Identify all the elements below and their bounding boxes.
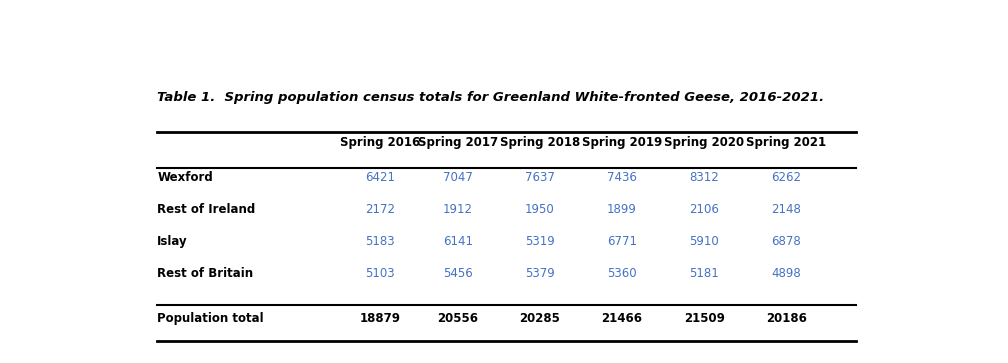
Text: 6878: 6878 <box>771 235 801 248</box>
Text: Spring 2020: Spring 2020 <box>664 136 744 149</box>
Text: 1950: 1950 <box>525 203 555 216</box>
Text: Spring 2016: Spring 2016 <box>340 136 420 149</box>
Text: 2148: 2148 <box>771 203 801 216</box>
Text: 7436: 7436 <box>607 171 637 184</box>
Text: 2172: 2172 <box>365 203 395 216</box>
Text: Wexford: Wexford <box>157 171 213 184</box>
Text: 20285: 20285 <box>519 312 560 325</box>
Text: 5103: 5103 <box>365 267 395 280</box>
Text: Rest of Britain: Rest of Britain <box>157 267 253 280</box>
Text: 5456: 5456 <box>444 267 473 280</box>
Text: 21509: 21509 <box>683 312 725 325</box>
Text: 7637: 7637 <box>525 171 555 184</box>
Text: 8312: 8312 <box>689 171 719 184</box>
Text: 5319: 5319 <box>525 235 555 248</box>
Text: Table 1.  Spring population census totals for Greenland White-fronted Geese, 201: Table 1. Spring population census totals… <box>157 91 825 104</box>
Text: Islay: Islay <box>157 235 187 248</box>
Text: 1899: 1899 <box>607 203 637 216</box>
Text: Population total: Population total <box>157 312 264 325</box>
Text: 6141: 6141 <box>443 235 473 248</box>
Text: 2106: 2106 <box>689 203 719 216</box>
Text: 20186: 20186 <box>766 312 806 325</box>
Text: 20556: 20556 <box>437 312 479 325</box>
Text: 5379: 5379 <box>525 267 555 280</box>
Text: 6421: 6421 <box>365 171 395 184</box>
Text: 5183: 5183 <box>365 235 395 248</box>
Text: 4898: 4898 <box>771 267 801 280</box>
Text: Spring 2021: Spring 2021 <box>746 136 827 149</box>
Text: 1912: 1912 <box>443 203 473 216</box>
Text: 5360: 5360 <box>607 267 637 280</box>
Text: Spring 2019: Spring 2019 <box>582 136 662 149</box>
Text: Spring 2018: Spring 2018 <box>500 136 581 149</box>
Text: 18879: 18879 <box>360 312 400 325</box>
Text: 6262: 6262 <box>771 171 801 184</box>
Text: Rest of Ireland: Rest of Ireland <box>157 203 255 216</box>
Text: 5181: 5181 <box>689 267 719 280</box>
Text: 6771: 6771 <box>607 235 637 248</box>
Text: 5910: 5910 <box>689 235 719 248</box>
Text: 7047: 7047 <box>444 171 473 184</box>
Text: Spring 2017: Spring 2017 <box>418 136 498 149</box>
Text: 21466: 21466 <box>602 312 642 325</box>
